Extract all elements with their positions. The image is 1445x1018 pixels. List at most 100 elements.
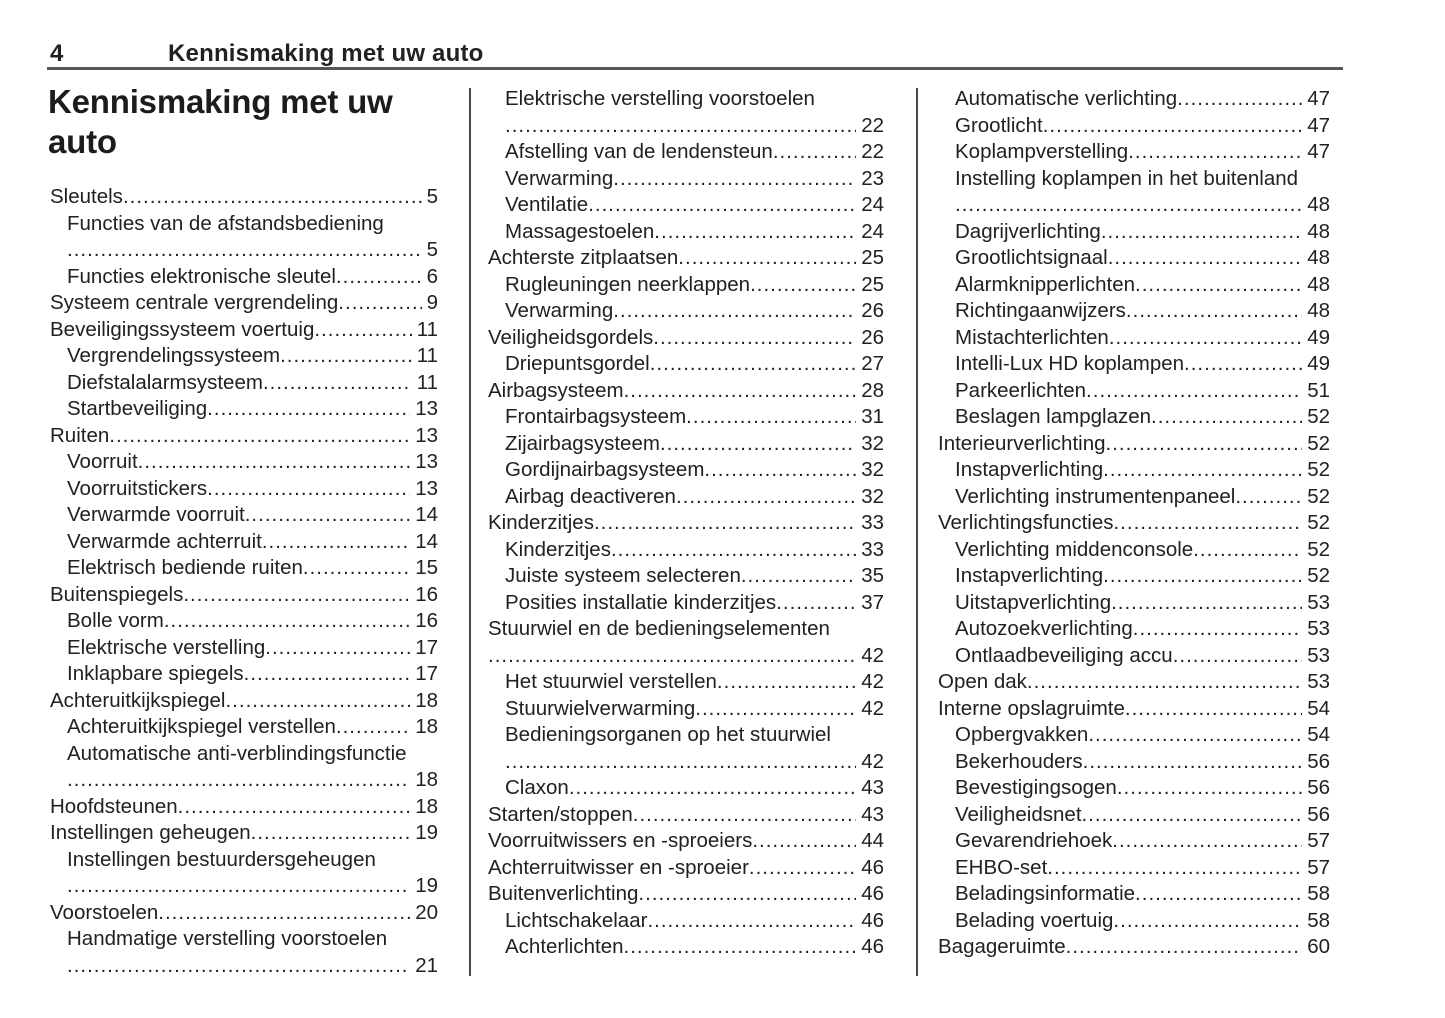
toc-entry: Elektrische verstelling 17 — [50, 635, 438, 662]
toc-entry-label: Stuurwiel en de bedieningselementen — [488, 617, 830, 640]
toc-entry-page: 14 — [415, 529, 438, 553]
toc-leader-dots — [594, 510, 856, 537]
toc-entry: Massagestoelen 24 — [488, 219, 884, 246]
toc-entry-page: 18 — [415, 715, 438, 738]
toc-entry-label: Juiste systeem selecteren — [505, 564, 741, 587]
toc-entry-page: 48 — [1307, 299, 1330, 322]
toc-leader-dots — [336, 714, 410, 741]
toc-entry: Zijairbagsysteem 32 — [488, 431, 884, 458]
toc-leader-dots — [1112, 828, 1302, 855]
toc-leader-dots — [263, 370, 412, 397]
toc-entry: Alarmknipperlichten 48 — [938, 272, 1330, 299]
toc-entry: Het stuurwiel verstellen 42 — [488, 669, 884, 696]
toc-entry-page: 46 — [861, 935, 884, 958]
toc-entry: Elektrische verstelling voorstoelen — [488, 86, 884, 113]
toc-entry-page: 48 — [1307, 219, 1330, 243]
toc-entry: Verlichtingsfuncties 52 — [938, 510, 1330, 537]
toc-entry-page: 11 — [416, 317, 438, 341]
toc-entry-page: 18 — [415, 768, 438, 791]
toc-entry: Achteruitkijkspiegel verstellen 18 — [50, 714, 438, 741]
toc-entry-page: 24 — [861, 219, 884, 243]
toc-entry: 48 — [938, 192, 1330, 219]
toc-entry-label: Elektrische verstelling — [67, 635, 266, 659]
toc-entry: Achterlichten 46 — [488, 934, 884, 961]
column-divider-2 — [916, 88, 918, 976]
toc-leader-dots — [67, 953, 410, 980]
toc-entry: Stuurwielverwarming 42 — [488, 696, 884, 723]
toc-leader-dots — [752, 828, 856, 855]
toc-entry-label: Beslagen lampglazen — [955, 405, 1152, 428]
toc-entry: EHBO-set 57 — [938, 855, 1330, 882]
toc-entry-label: Hoofdsteunen — [50, 794, 178, 818]
toc-leader-dots — [1027, 669, 1302, 696]
toc-entry-label: Veiligheidsnet — [955, 802, 1082, 826]
toc-entry: Instapverlichting 52 — [938, 457, 1330, 484]
toc-entry: Dagrijverlichting 48 — [938, 219, 1330, 246]
toc-column-2: Elektrische verstelling voorstoelen22Afs… — [488, 86, 884, 961]
toc-entry: Voorruitstickers 13 — [50, 476, 438, 503]
toc-leader-dots — [1135, 272, 1302, 299]
toc-entry-label: Veiligheidsgordels — [488, 325, 654, 349]
toc-entry: Bedieningsorganen op het stuurwiel — [488, 722, 884, 749]
toc-leader-dots — [303, 555, 410, 582]
toc-entry-label: Achteruitkijkspiegel verstellen — [67, 715, 336, 738]
toc-entry: Grootlichtsignaal 48 — [938, 245, 1330, 272]
toc-entry: Bagageruimte 60 — [938, 934, 1330, 961]
toc-entry: Verwarming 26 — [488, 298, 884, 325]
toc-leader-dots — [123, 184, 422, 211]
toc-entry-label: Claxon — [505, 776, 569, 799]
toc-entry-page: 28 — [861, 378, 884, 402]
toc-leader-dots — [750, 272, 856, 299]
toc-entry-label: Bedieningsorganen op het stuurwiel — [505, 723, 831, 746]
toc-leader-dots — [1086, 378, 1302, 405]
toc-entry: Kinderzitjes 33 — [488, 537, 884, 564]
toc-leader-dots — [262, 529, 410, 556]
toc-leader-dots — [1128, 139, 1302, 166]
toc-leader-dots — [678, 245, 856, 272]
toc-entry-page: 56 — [1307, 802, 1330, 826]
toc-entry-label: Rugleuningen neerklappen — [505, 272, 751, 296]
toc-leader-dots — [265, 635, 410, 662]
toc-entry-page: 25 — [861, 272, 884, 296]
toc-entry-page: 58 — [1307, 882, 1330, 905]
toc-entry: 42 — [488, 643, 884, 670]
toc-entry: Beladingsinformatie 58 — [938, 881, 1330, 908]
toc-entry-label: Automatische anti-verblindingsfunctie — [67, 741, 407, 765]
toc-leader-dots — [109, 423, 410, 450]
toc-entry-page: 23 — [861, 166, 884, 190]
toc-entry: Autozoekverlichting 53 — [938, 616, 1330, 643]
toc-entry-label: EHBO-set — [955, 855, 1048, 879]
toc-leader-dots — [1111, 590, 1302, 617]
toc-entry-page: 14 — [415, 503, 438, 526]
toc-entry-label: Ontlaadbeveiliging accu — [955, 643, 1173, 667]
toc-entry-page: 13 — [415, 423, 438, 447]
toc-entry-page: 26 — [861, 299, 884, 322]
toc-leader-dots — [676, 484, 856, 511]
toc-entry: Instellingen bestuurdersgeheugen — [50, 847, 438, 874]
toc-entry-page: 33 — [861, 537, 884, 561]
toc-leader-dots — [1173, 643, 1303, 670]
toc-entry: 42 — [488, 749, 884, 776]
toc-entry-label: Vergrendelingssysteem — [67, 344, 281, 367]
toc-entry: Achterste zitplaatsen 25 — [488, 245, 884, 272]
toc-entry: Handmatige verstelling voorstoelen — [50, 926, 438, 953]
toc-leader-dots — [225, 688, 410, 715]
toc-entry: Verwarmde achterruit 14 — [50, 529, 438, 556]
toc-leader-dots — [717, 669, 856, 696]
toc-entry-label: Mistachterlichten — [955, 325, 1109, 349]
toc-entry-page: 15 — [415, 556, 438, 579]
toc-leader-dots — [613, 166, 856, 193]
toc-entry: Afstelling van de lendensteun 22 — [488, 139, 884, 166]
toc-leader-dots — [624, 934, 857, 961]
toc-leader-dots — [1088, 722, 1302, 749]
toc-entry: Kinderzitjes 33 — [488, 510, 884, 537]
toc-leader-dots — [569, 775, 856, 802]
toc-entry-page: 13 — [415, 476, 438, 500]
toc-entry-label: Opbergvakken — [955, 723, 1089, 746]
toc-entry-page: 53 — [1307, 590, 1330, 614]
toc-entry-label: Interieurverlichting — [938, 431, 1106, 455]
toc-entry-label: Kinderzitjes — [505, 537, 611, 561]
toc-entry: Bevestigingsogen 56 — [938, 775, 1330, 802]
toc-entry-page: 35 — [861, 564, 884, 587]
